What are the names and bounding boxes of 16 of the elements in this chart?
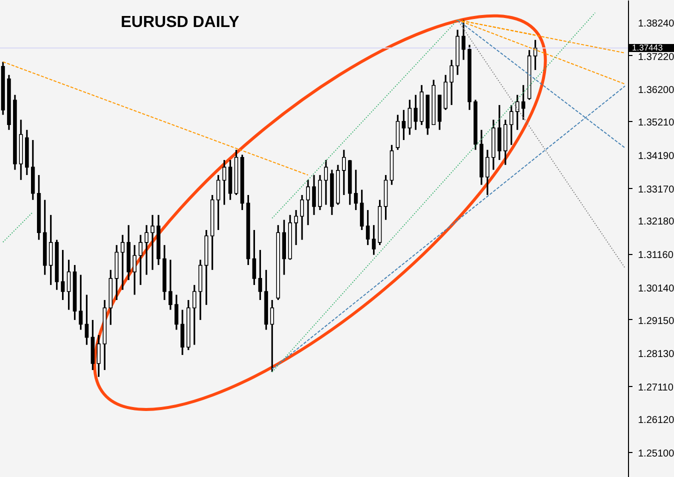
text: EURUSD DAILY bbox=[120, 14, 240, 31]
y-tick-label: 1.36200 bbox=[638, 85, 674, 96]
y-tick-label: 1.30140 bbox=[638, 283, 674, 294]
y-tick-label: 1.37220 bbox=[638, 52, 674, 63]
y-tick-label: 1.38240 bbox=[638, 18, 674, 30]
ref-line-label: 1.37443 bbox=[632, 42, 663, 52]
y-tick-label: 1.25100 bbox=[638, 448, 674, 460]
y-tick-label: 1.32180 bbox=[638, 216, 674, 228]
y-tick-label: 1.35210 bbox=[638, 118, 674, 129]
y-tick-label: 1.31160 bbox=[638, 250, 674, 262]
y-tick-label: 1.33170 bbox=[638, 184, 674, 196]
y-tick-label: 1.27110 bbox=[638, 382, 674, 394]
y-tick-label: 1.34190 bbox=[638, 150, 674, 162]
y-tick-label: 1.29150 bbox=[638, 316, 674, 327]
y-tick-label: 1.26120 bbox=[638, 414, 674, 426]
y-tick-label: 1.28130 bbox=[638, 349, 674, 360]
